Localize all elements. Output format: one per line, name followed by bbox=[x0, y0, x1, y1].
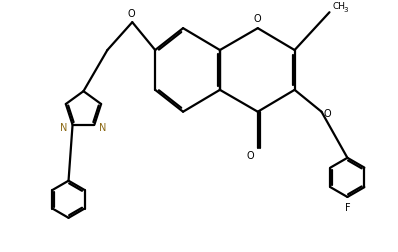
Text: 3: 3 bbox=[344, 7, 348, 13]
Text: O: O bbox=[128, 9, 135, 19]
Text: F: F bbox=[345, 202, 350, 212]
Text: N: N bbox=[99, 122, 107, 132]
Text: CH: CH bbox=[333, 2, 345, 11]
Text: O: O bbox=[246, 150, 254, 160]
Text: O: O bbox=[254, 14, 261, 24]
Text: N: N bbox=[60, 122, 68, 132]
Text: O: O bbox=[324, 108, 331, 118]
